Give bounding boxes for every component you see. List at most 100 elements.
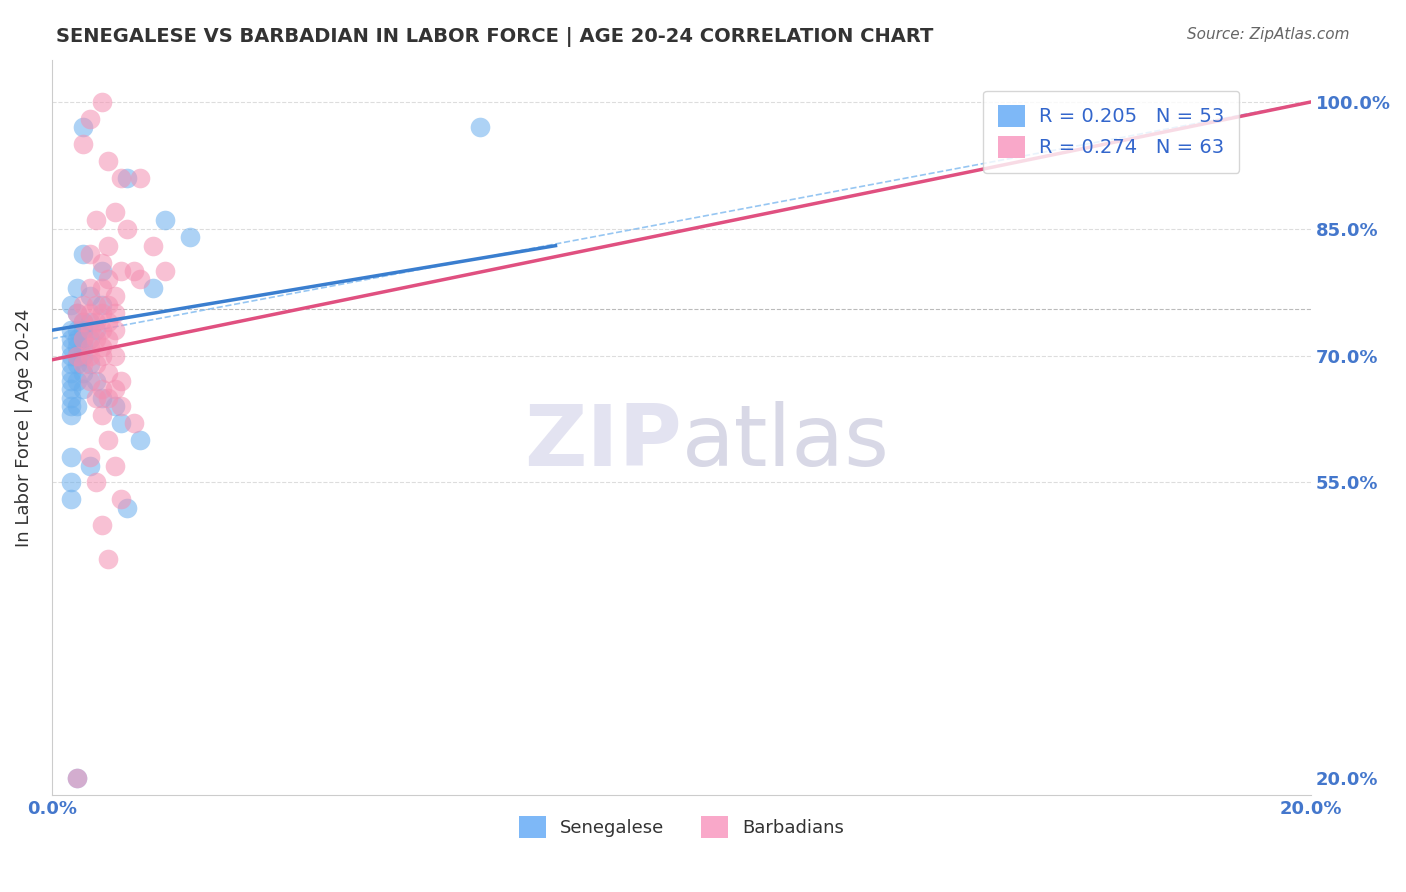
Point: [79, 281, 101, 295]
Point: [79, 289, 101, 303]
Point: [59, 349, 82, 363]
Point: [91, 349, 114, 363]
Point: [59, 323, 82, 337]
Point: [72, 298, 94, 312]
Point: [141, 281, 163, 295]
Point: [97, 315, 120, 329]
Point: [72, 315, 94, 329]
Point: [122, 417, 145, 431]
Point: [72, 137, 94, 152]
Point: [79, 340, 101, 354]
Point: [122, 264, 145, 278]
Point: [129, 433, 152, 447]
Point: [79, 450, 101, 464]
Point: [59, 357, 82, 371]
Text: atlas: atlas: [682, 401, 890, 483]
Point: [72, 332, 94, 346]
Point: [97, 272, 120, 286]
Point: [79, 112, 101, 126]
Point: [110, 374, 132, 388]
Point: [153, 213, 176, 227]
Point: [97, 238, 120, 252]
Point: [129, 171, 152, 186]
Point: [91, 306, 114, 320]
Point: [72, 120, 94, 135]
Point: [91, 408, 114, 422]
Point: [84, 298, 107, 312]
Point: [110, 400, 132, 414]
Point: [84, 357, 107, 371]
Point: [72, 349, 94, 363]
Point: [79, 323, 101, 337]
Point: [66, 332, 89, 346]
Point: [104, 349, 127, 363]
Point: [110, 171, 132, 186]
Y-axis label: In Labor Force | Age 20-24: In Labor Force | Age 20-24: [15, 309, 32, 547]
Point: [72, 340, 94, 354]
Point: [79, 332, 101, 346]
Point: [110, 264, 132, 278]
Point: [72, 357, 94, 371]
Point: [72, 383, 94, 397]
Point: [66, 772, 89, 786]
Point: [66, 323, 89, 337]
Point: [66, 281, 89, 295]
Point: [129, 272, 152, 286]
Point: [141, 238, 163, 252]
Point: [66, 772, 89, 786]
Point: [72, 366, 94, 380]
Point: [72, 323, 94, 337]
Point: [59, 475, 82, 490]
Point: [59, 400, 82, 414]
Point: [66, 349, 89, 363]
Point: [110, 417, 132, 431]
Point: [104, 458, 127, 473]
Point: [79, 357, 101, 371]
Point: [59, 298, 82, 312]
Point: [97, 551, 120, 566]
Point: [91, 255, 114, 269]
Point: [91, 281, 114, 295]
Point: [66, 340, 89, 354]
Point: [66, 306, 89, 320]
Point: [117, 221, 139, 235]
Point: [91, 95, 114, 109]
Point: [72, 332, 94, 346]
Point: [59, 383, 82, 397]
Point: [59, 366, 82, 380]
Point: [72, 247, 94, 261]
Point: [468, 120, 491, 135]
Point: [104, 383, 127, 397]
Point: [97, 366, 120, 380]
Point: [66, 349, 89, 363]
Point: [91, 323, 114, 337]
Point: [104, 289, 127, 303]
Point: [91, 264, 114, 278]
Point: [84, 323, 107, 337]
Point: [66, 374, 89, 388]
Point: [179, 230, 201, 244]
Point: [91, 391, 114, 405]
Point: [97, 332, 120, 346]
Point: [97, 391, 120, 405]
Point: [97, 433, 120, 447]
Point: [59, 332, 82, 346]
Point: [66, 357, 89, 371]
Point: [91, 340, 114, 354]
Point: [72, 315, 94, 329]
Point: [91, 517, 114, 532]
Point: [79, 349, 101, 363]
Point: [104, 323, 127, 337]
Point: [97, 298, 120, 312]
Point: [66, 400, 89, 414]
Point: [97, 154, 120, 169]
Point: [59, 450, 82, 464]
Point: [117, 500, 139, 515]
Point: [79, 306, 101, 320]
Point: [59, 408, 82, 422]
Legend: Senegalese, Barbadians: Senegalese, Barbadians: [512, 809, 851, 846]
Point: [153, 264, 176, 278]
Point: [104, 204, 127, 219]
Point: [79, 315, 101, 329]
Point: [79, 458, 101, 473]
